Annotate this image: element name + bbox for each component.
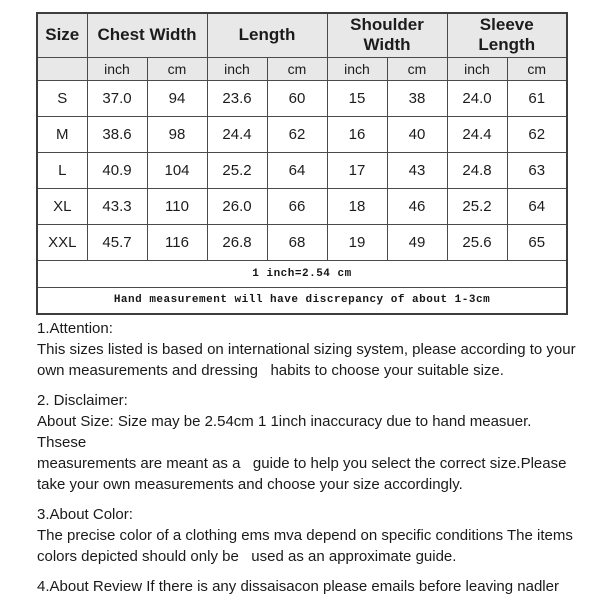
table-row: S 37.0 94 23.6 60 15 38 24.0 61 <box>36 79 568 117</box>
unit-header-cell: cm <box>266 56 328 81</box>
table-row: XXL 45.7 116 26.8 68 19 49 25.6 65 <box>36 223 568 261</box>
value-cell: 24.4 <box>446 115 508 153</box>
value-cell: 37.0 <box>86 79 148 117</box>
value-cell: 43.3 <box>86 187 148 225</box>
unit-header-cell: cm <box>146 56 208 81</box>
table-row: XL 43.3 110 26.0 66 18 46 25.2 64 <box>36 187 568 225</box>
value-cell: 63 <box>506 151 568 189</box>
value-cell: 15 <box>326 79 388 117</box>
value-cell: 26.0 <box>206 187 268 225</box>
size-cell: M <box>36 115 88 153</box>
table-row: L 40.9 104 25.2 64 17 43 24.8 63 <box>36 151 568 189</box>
table-subheader-row: inch cm inch cm inch cm inch cm <box>36 56 568 81</box>
header-sleeve-length: Sleeve Length <box>446 12 568 58</box>
value-cell: 64 <box>266 151 328 189</box>
value-cell: 104 <box>146 151 208 189</box>
size-cell: L <box>36 151 88 189</box>
value-cell: 68 <box>266 223 328 261</box>
value-cell: 65 <box>506 223 568 261</box>
note-about-review: 4.About Review If there is any dissaisac… <box>37 578 559 600</box>
value-cell: 46 <box>386 187 448 225</box>
unit-header-cell: inch <box>206 56 268 81</box>
value-cell: 24.4 <box>206 115 268 153</box>
value-cell: 43 <box>386 151 448 189</box>
unit-header-cell: inch <box>326 56 388 81</box>
value-cell: 94 <box>146 79 208 117</box>
value-cell: 110 <box>146 187 208 225</box>
header-chest-width: Chest Width <box>86 12 208 58</box>
unit-header-cell: inch <box>446 56 508 81</box>
value-cell: 64 <box>506 187 568 225</box>
footnote-measurement-disclaimer: Hand measurement will have discrepancy o… <box>36 286 568 315</box>
note-about-color: 3.About Color: The precise color of a cl… <box>37 506 573 565</box>
footnote-row: 1 inch=2.54 cm <box>36 259 568 288</box>
value-cell: 25.2 <box>446 187 508 225</box>
value-cell: 16 <box>326 115 388 153</box>
value-cell: 49 <box>386 223 448 261</box>
empty-subheader-cell <box>36 56 88 81</box>
value-cell: 66 <box>266 187 328 225</box>
value-cell: 60 <box>266 79 328 117</box>
footnote-row: Hand measurement will have discrepancy o… <box>36 286 568 315</box>
table-header-row: Size Chest Width Length Shoulder Width S… <box>36 12 568 58</box>
size-cell: S <box>36 79 88 117</box>
value-cell: 25.6 <box>446 223 508 261</box>
value-cell: 25.2 <box>206 151 268 189</box>
note-attention: 1.Attention: This sizes listed is based … <box>37 320 576 379</box>
value-cell: 45.7 <box>86 223 148 261</box>
value-cell: 19 <box>326 223 388 261</box>
value-cell: 18 <box>326 187 388 225</box>
notes-section: 1.Attention: This sizes listed is based … <box>37 318 579 600</box>
header-size: Size <box>36 12 88 58</box>
value-cell: 98 <box>146 115 208 153</box>
unit-header-cell: cm <box>506 56 568 81</box>
unit-header-cell: cm <box>386 56 448 81</box>
value-cell: 17 <box>326 151 388 189</box>
value-cell: 61 <box>506 79 568 117</box>
value-cell: 38.6 <box>86 115 148 153</box>
value-cell: 24.8 <box>446 151 508 189</box>
note-disclaimer: 2. Disclaimer: About Size: Size may be 2… <box>37 392 567 493</box>
value-cell: 40 <box>386 115 448 153</box>
footnote-inch-conversion: 1 inch=2.54 cm <box>36 259 568 288</box>
unit-header-cell: inch <box>86 56 148 81</box>
size-cell: XL <box>36 187 88 225</box>
size-chart-table: Size Chest Width Length Shoulder Width S… <box>36 12 568 315</box>
value-cell: 38 <box>386 79 448 117</box>
value-cell: 116 <box>146 223 208 261</box>
size-cell: XXL <box>36 223 88 261</box>
value-cell: 62 <box>506 115 568 153</box>
value-cell: 40.9 <box>86 151 148 189</box>
value-cell: 23.6 <box>206 79 268 117</box>
header-shoulder-width: Shoulder Width <box>326 12 448 58</box>
value-cell: 26.8 <box>206 223 268 261</box>
header-length: Length <box>206 12 328 58</box>
value-cell: 62 <box>266 115 328 153</box>
value-cell: 24.0 <box>446 79 508 117</box>
table-row: M 38.6 98 24.4 62 16 40 24.4 62 <box>36 115 568 153</box>
